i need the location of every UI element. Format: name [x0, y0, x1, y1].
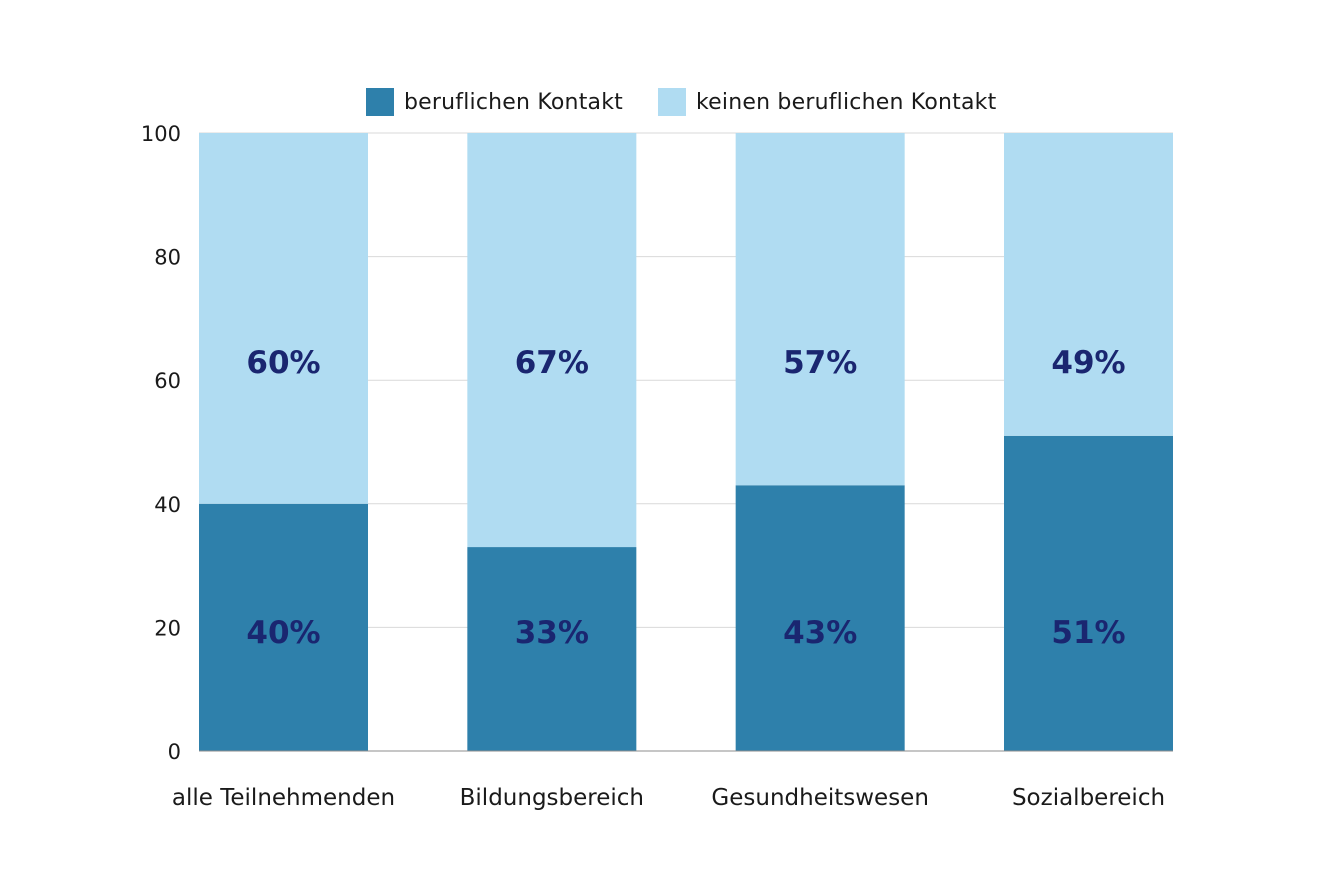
x-category-label: Gesundheitswesen — [711, 785, 929, 811]
data-label: 43% — [783, 615, 857, 651]
x-category-label: Sozialbereich — [1012, 785, 1165, 811]
bar-segment — [199, 133, 368, 504]
bar-segment — [1004, 435, 1173, 751]
data-label: 33% — [515, 615, 589, 651]
legend-label-kein-beruflich: keinen beruflichen Kontakt — [696, 89, 997, 115]
bar-segment — [735, 133, 905, 486]
y-tick-label: 0 — [168, 740, 181, 764]
legend-swatch-beruflich — [366, 88, 394, 116]
bar-segment — [467, 547, 637, 751]
data-label: 60% — [246, 345, 320, 381]
data-label: 49% — [1051, 345, 1125, 381]
data-label: 57% — [783, 345, 857, 381]
y-tick-label: 80 — [154, 246, 181, 270]
legend: beruflichen Kontakt keinen beruflichen K… — [0, 86, 1320, 118]
bar-segment — [1004, 133, 1173, 436]
data-label: 40% — [246, 615, 320, 651]
legend-item-beruflich: beruflichen Kontakt — [366, 86, 623, 118]
x-category-label: alle Teilnehmenden — [172, 785, 395, 811]
legend-label-beruflich: beruflichen Kontakt — [404, 89, 623, 115]
bar-segment — [735, 485, 905, 751]
legend-item-kein-beruflich: keinen beruflichen Kontakt — [658, 86, 996, 118]
legend-swatch-kein-beruflich — [658, 88, 686, 116]
bar-segment — [467, 133, 637, 548]
y-tick-label: 20 — [154, 616, 181, 640]
x-category-label: Bildungsbereich — [460, 785, 644, 811]
data-label: 51% — [1051, 615, 1125, 651]
y-tick-label: 40 — [154, 493, 181, 517]
y-tick-label: 60 — [154, 369, 181, 393]
y-tick-label: 100 — [141, 122, 181, 146]
bar-segment — [199, 503, 368, 751]
data-label: 67% — [515, 345, 589, 381]
